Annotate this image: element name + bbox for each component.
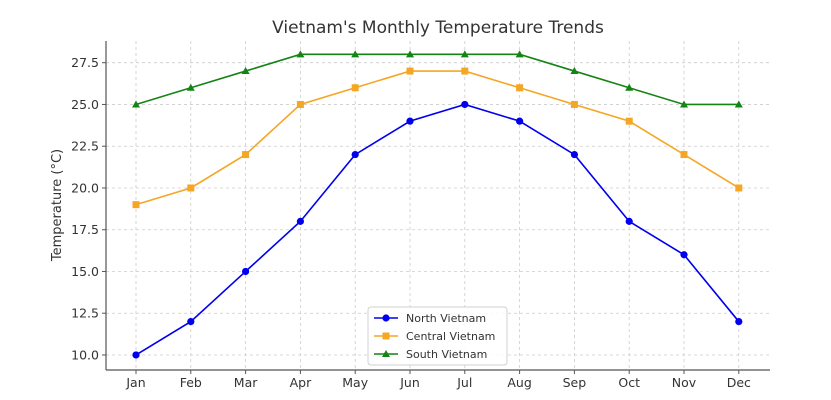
data-point-south-vietnam [406, 50, 414, 58]
y-tick-label: 25.0 [71, 97, 99, 112]
legend-marker [382, 350, 390, 357]
data-point-central-vietnam [461, 67, 469, 75]
legend-marker [382, 332, 390, 340]
y-tick-label: 12.5 [71, 306, 99, 321]
x-tick-label: Mar [234, 375, 258, 390]
data-point-central-vietnam [351, 84, 359, 92]
x-tick-label: Feb [180, 375, 202, 390]
x-tick-label: Dec [727, 375, 751, 390]
legend-item-central-vietnam: Central Vietnam [374, 330, 495, 343]
y-tick-label: 17.5 [71, 222, 99, 237]
x-tick-label: Jul [456, 375, 472, 390]
data-point-south-vietnam [186, 83, 195, 91]
data-point-south-vietnam [241, 67, 250, 75]
legend-box [367, 306, 508, 366]
series-central-vietnam [132, 67, 743, 209]
data-point-central-vietnam [570, 100, 578, 108]
x-tick-label: Nov [672, 375, 697, 390]
data-point-north-vietnam [625, 217, 633, 225]
y-axis-label: Temperature (°C) [50, 149, 65, 262]
x-tick-label: Apr [290, 375, 312, 390]
data-point-north-vietnam [680, 251, 688, 259]
data-point-south-vietnam [570, 67, 579, 75]
data-point-north-vietnam [516, 117, 524, 125]
grid-lines [106, 41, 770, 370]
x-tick-label: May [342, 375, 368, 390]
series-line-north-vietnam [135, 103, 740, 356]
legend-item-south-vietnam: South Vietnam [374, 348, 487, 361]
series-group [132, 50, 743, 359]
y-ticks: 10.0 12.5 15.0 17.5 20.0 22.5 25.0 27.5 [71, 55, 106, 362]
data-point-south-vietnam [132, 100, 140, 108]
y-tick-label: 22.5 [71, 139, 99, 154]
data-point-south-vietnam [515, 50, 524, 58]
data-point-north-vietnam [570, 150, 579, 159]
data-point-south-vietnam [296, 50, 305, 58]
data-point-central-vietnam [625, 117, 633, 125]
legend-label: Central Vietnam [406, 330, 495, 343]
data-point-central-vietnam [735, 184, 743, 192]
data-point-central-vietnam [516, 84, 524, 92]
y-tick-label: 10.0 [71, 347, 99, 362]
data-point-central-vietnam [242, 151, 250, 159]
x-tick-label: Jun [399, 375, 420, 390]
data-point-central-vietnam [680, 151, 688, 159]
x-tick-label: Sep [563, 375, 587, 390]
y-tick-label: 15.0 [71, 264, 99, 279]
series-north-vietnam [132, 100, 743, 359]
data-point-central-vietnam [132, 201, 140, 209]
legend: North Vietnam Central Vietnam South Vietna… [367, 306, 508, 366]
data-point-north-vietnam [351, 150, 359, 159]
y-tick-label: 27.5 [71, 55, 99, 70]
data-point-north-vietnam [132, 351, 140, 359]
data-point-north-vietnam [242, 267, 250, 276]
chart-title: Vietnam's Monthly Temperature Trends [272, 18, 604, 38]
series-line-south-vietnam [135, 53, 739, 106]
legend-label: South Vietnam [406, 348, 487, 361]
data-point-north-vietnam [461, 100, 469, 109]
data-point-central-vietnam [296, 100, 304, 108]
x-tick-label: Oct [618, 375, 640, 390]
data-point-north-vietnam [735, 317, 743, 326]
data-point-south-vietnam [734, 100, 743, 108]
data-point-central-vietnam [406, 67, 414, 75]
data-point-north-vietnam [296, 217, 304, 225]
y-tick-label: 20.0 [71, 180, 99, 195]
legend-marker [382, 314, 390, 322]
data-point-south-vietnam [460, 50, 469, 58]
legend-label: North Vietnam [406, 312, 486, 325]
data-point-north-vietnam [406, 117, 414, 125]
data-point-south-vietnam [680, 100, 688, 108]
legend-item-north-vietnam: North Vietnam [374, 312, 486, 325]
axes [105, 41, 770, 371]
data-point-south-vietnam [625, 83, 634, 91]
series-south-vietnam [132, 50, 743, 108]
data-point-central-vietnam [187, 184, 195, 192]
x-tick-label: Jan [125, 375, 145, 390]
x-tick-label: Aug [507, 375, 531, 390]
x-ticks: Jan Feb Mar Apr May Jun Jul Aug Sep Oct Nov Dec [125, 370, 751, 390]
data-point-north-vietnam [187, 317, 195, 326]
data-point-south-vietnam [351, 50, 360, 58]
series-line-central-vietnam [135, 70, 740, 206]
